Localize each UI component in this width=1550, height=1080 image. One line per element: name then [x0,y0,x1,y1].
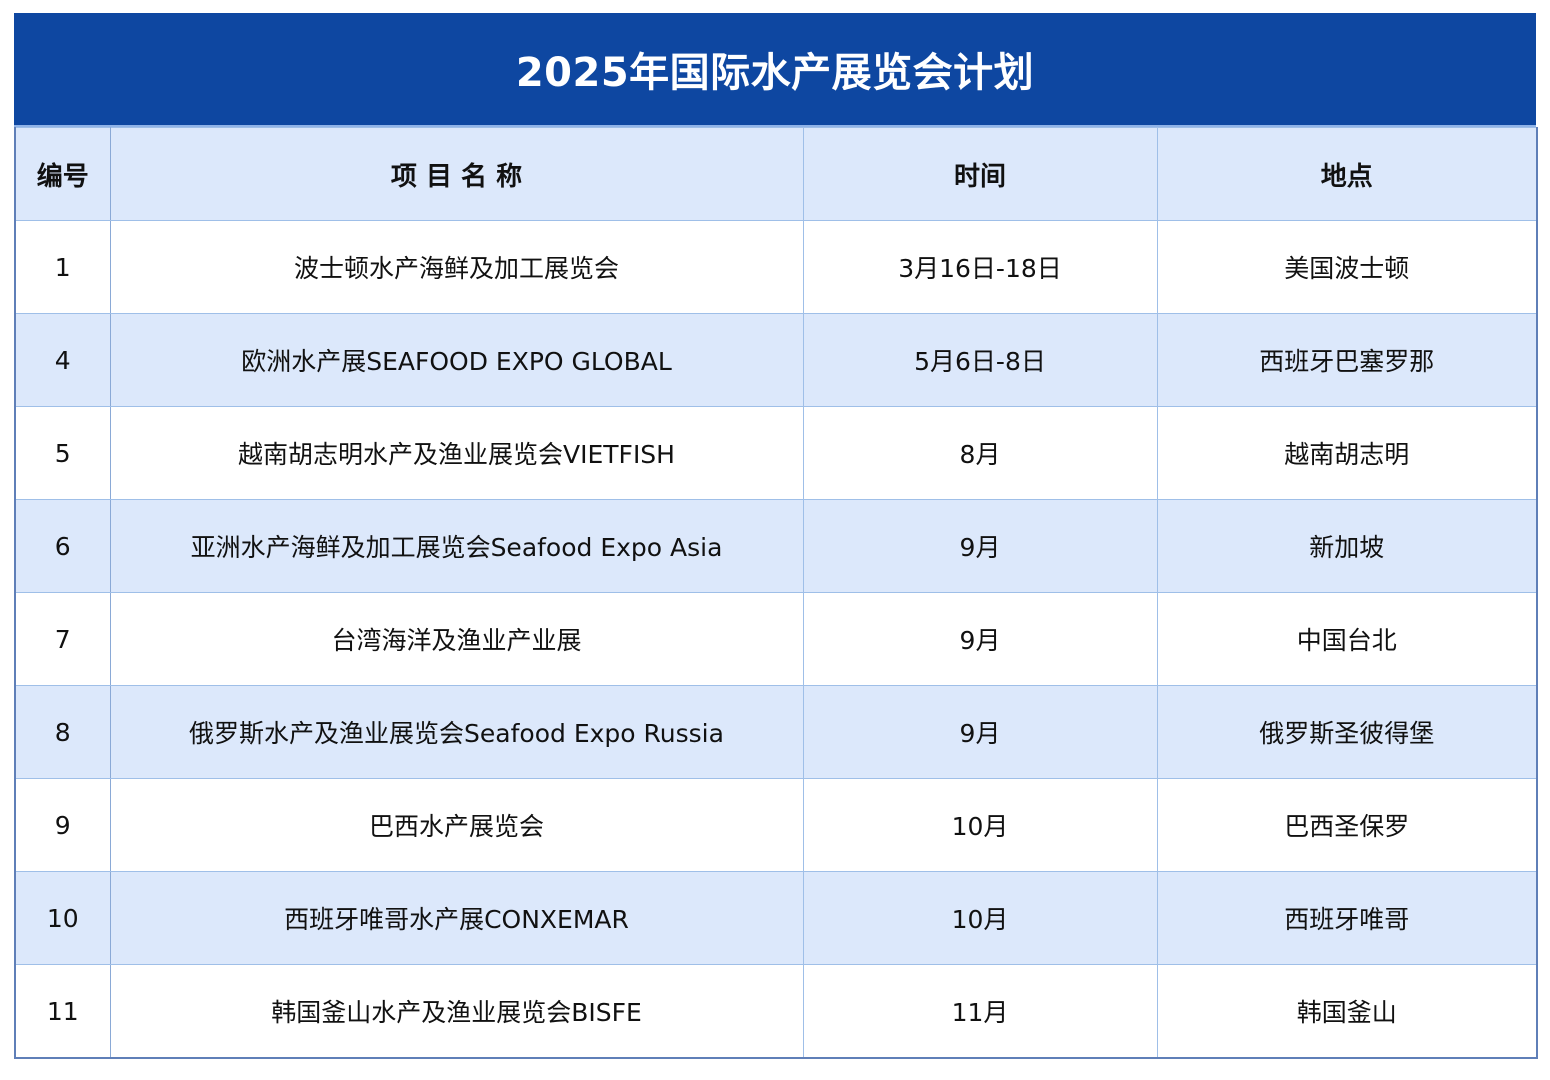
cell-place: 巴西圣保罗 [1156,778,1538,872]
cell-place: 西班牙唯哥 [1156,871,1538,965]
cell-time: 10月 [802,871,1158,965]
cell-place: 西班牙巴塞罗那 [1156,313,1538,407]
cell-no: 6 [14,499,111,593]
cell-time: 9月 [802,685,1158,779]
cell-no: 11 [14,964,111,1059]
header-time: 时间 [802,127,1158,221]
table-row: 1 波士顿水产海鲜及加工展览会 3月16日-18日 美国波士顿 [14,220,1538,314]
table-row: 4 欧洲水产展SEAFOOD EXPO GLOBAL 5月6日-8日 西班牙巴塞… [14,313,1538,407]
cell-no: 10 [14,871,111,965]
table-row: 8 俄罗斯水产及渔业展览会Seafood Expo Russia 9月 俄罗斯圣… [14,685,1538,779]
cell-name: 台湾海洋及渔业产业展 [109,592,804,686]
cell-place: 俄罗斯圣彼得堡 [1156,685,1538,779]
exhibition-table: 编号 项 目 名 称 时间 地点 1 波士顿水产海鲜及加工展览会 3月16日-1… [14,127,1538,1059]
header-no: 编号 [14,127,111,221]
cell-time: 9月 [802,499,1158,593]
cell-time: 8月 [802,406,1158,500]
header-row: 编号 项 目 名 称 时间 地点 [14,127,1538,221]
page-title: 2025年国际水产展览会计划 [515,50,1035,96]
table-row: 6 亚洲水产海鲜及加工展览会Seafood Expo Asia 9月 新加坡 [14,499,1538,593]
cell-time: 11月 [802,964,1158,1059]
cell-no: 9 [14,778,111,872]
table-row: 7 台湾海洋及渔业产业展 9月 中国台北 [14,592,1538,686]
cell-name: 俄罗斯水产及渔业展览会Seafood Expo Russia [109,685,804,779]
cell-no: 8 [14,685,111,779]
cell-place: 中国台北 [1156,592,1538,686]
cell-no: 1 [14,220,111,314]
cell-place: 越南胡志明 [1156,406,1538,500]
exhibition-plan-sheet: 2025年国际水产展览会计划 编号 项 目 名 称 时间 地点 1 波士顿水产海… [14,13,1538,1067]
cell-name: 韩国釜山水产及渔业展览会BISFE [109,964,804,1059]
cell-name: 巴西水产展览会 [109,778,804,872]
table-row: 11 韩国釜山水产及渔业展览会BISFE 11月 韩国釜山 [14,964,1538,1059]
table-row: 9 巴西水产展览会 10月 巴西圣保罗 [14,778,1538,872]
cell-time: 3月16日-18日 [802,220,1158,314]
cell-no: 5 [14,406,111,500]
cell-place: 美国波士顿 [1156,220,1538,314]
cell-place: 新加坡 [1156,499,1538,593]
cell-place: 韩国釜山 [1156,964,1538,1059]
cell-name: 欧洲水产展SEAFOOD EXPO GLOBAL [109,313,804,407]
cell-no: 7 [14,592,111,686]
cell-name: 亚洲水产海鲜及加工展览会Seafood Expo Asia [109,499,804,593]
cell-name: 波士顿水产海鲜及加工展览会 [109,220,804,314]
cell-time: 5月6日-8日 [802,313,1158,407]
title-bar: 2025年国际水产展览会计划 [14,13,1536,127]
table-row: 5 越南胡志明水产及渔业展览会VIETFISH 8月 越南胡志明 [14,406,1538,500]
cell-no: 4 [14,313,111,407]
cell-name: 越南胡志明水产及渔业展览会VIETFISH [109,406,804,500]
cell-name: 西班牙唯哥水产展CONXEMAR [109,871,804,965]
cell-time: 9月 [802,592,1158,686]
cell-time: 10月 [802,778,1158,872]
header-place: 地点 [1156,127,1538,221]
table-row: 10 西班牙唯哥水产展CONXEMAR 10月 西班牙唯哥 [14,871,1538,965]
header-name: 项 目 名 称 [109,127,804,221]
